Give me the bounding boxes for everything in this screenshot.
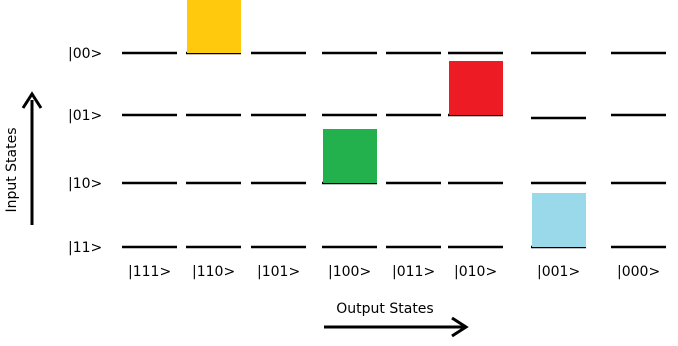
x-axis-arrow [324,316,469,338]
input-state-label: |01> [68,108,102,124]
mapping-block-2 [323,129,377,183]
y-axis-title: Input States [4,127,20,212]
input-state-label: |00> [68,46,102,62]
mapping-block-1 [449,61,503,115]
x-axis-title: Output States [336,301,433,317]
output-state-label: |001> [537,264,580,280]
output-state-label: |101> [257,264,300,280]
input-state-label: |10> [68,176,102,192]
output-state-label: |010> [454,264,497,280]
output-state-label: |100> [328,264,371,280]
output-state-label: |000> [617,264,660,280]
y-axis-arrow [21,91,43,225]
mapping-block-3 [532,193,586,247]
input-state-label: |11> [68,240,102,256]
mapping-block-0 [187,0,241,53]
output-state-label: |111> [128,264,171,280]
output-state-label: |011> [392,264,435,280]
output-state-label: |110> [192,264,235,280]
